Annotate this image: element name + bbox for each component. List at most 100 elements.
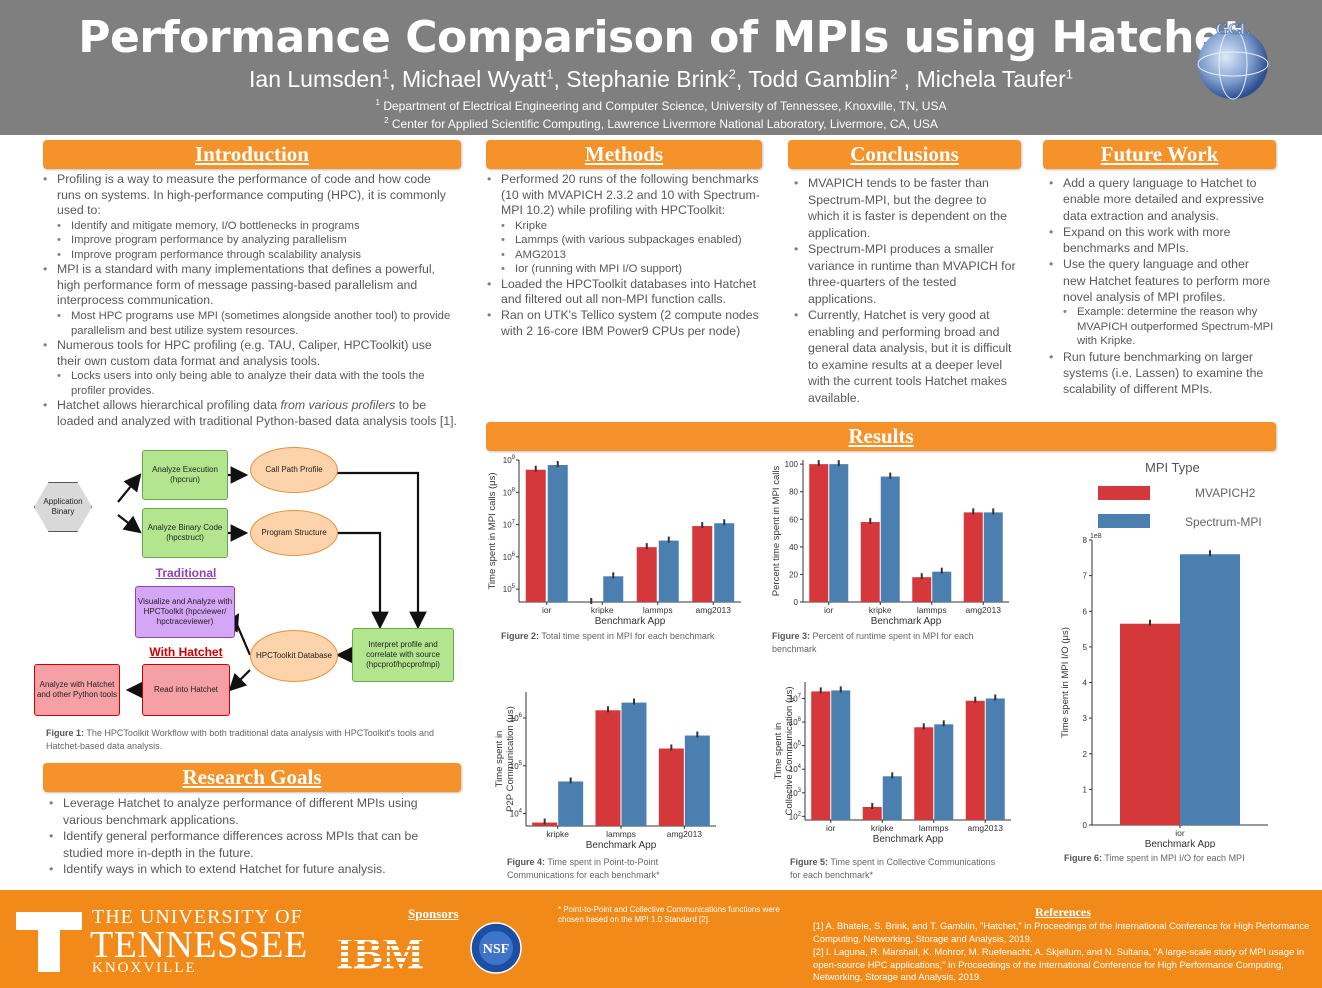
x-axis-label: Benchmark App bbox=[595, 616, 666, 627]
x-tick-label: lammps bbox=[917, 605, 947, 615]
affiliation-1: 1 Department of Electrical Engineering a… bbox=[0, 98, 1322, 113]
y-tick-label: 1 bbox=[1083, 785, 1088, 794]
list-item: Most HPC programs use MPI (sometimes alo… bbox=[43, 309, 458, 338]
x-tick-label: lammps bbox=[643, 605, 673, 615]
figure-6-caption: Figure 6: Time spent in MPI I/O for each… bbox=[1064, 852, 1264, 865]
y-axis-label: Percent time spent in MPI calls bbox=[771, 466, 782, 597]
section-heading-future-work: Future Work bbox=[1043, 140, 1276, 169]
bar bbox=[932, 572, 951, 602]
x-tick-label: kripke bbox=[871, 823, 894, 833]
section-heading-research-goals: Research Goals bbox=[43, 763, 461, 792]
traditional-label: Traditional bbox=[140, 566, 232, 580]
list-item: Identify ways in which to extend Hatchet… bbox=[49, 861, 444, 878]
sponsors-heading: Sponsors bbox=[408, 906, 459, 922]
x-tick-label: amg2013 bbox=[696, 605, 732, 615]
bar bbox=[964, 512, 983, 602]
x-axis-label: Benchmark App bbox=[1145, 839, 1216, 848]
x-tick-label: kripke bbox=[869, 605, 892, 615]
x-tick-label: amg2013 bbox=[968, 823, 1004, 833]
bar bbox=[1120, 624, 1180, 825]
list-item: Performed 20 runs of the following bench… bbox=[487, 172, 762, 219]
list-item: Expand on this work with more benchmarks… bbox=[1049, 224, 1274, 257]
bar bbox=[603, 576, 623, 602]
list-item: Run future benchmarking on larger system… bbox=[1049, 349, 1274, 398]
list-item: Lammps (with various subpackages enabled… bbox=[487, 233, 762, 248]
analyze-with-hatchet-node: Analyze with Hatchet and other Python to… bbox=[34, 664, 120, 716]
figure-2-chart: 105 106 107 108 109 ior kripke lammps amg2013 Ben… bbox=[483, 452, 743, 628]
list-item: Kripke bbox=[487, 219, 762, 234]
bar bbox=[809, 464, 828, 602]
list-item: Improve program performance through scal… bbox=[43, 248, 458, 263]
references-heading: References bbox=[1000, 905, 1126, 920]
ut-wordmark-line3: KNOXVILLE bbox=[92, 960, 197, 977]
bar bbox=[659, 541, 679, 602]
y-axis-label: Collective Communication (μs) bbox=[784, 686, 795, 815]
list-item: Use the query language and other new Hat… bbox=[1049, 256, 1274, 305]
y-tick-label: 20 bbox=[789, 570, 798, 579]
y-tick-label: 0 bbox=[1083, 821, 1088, 830]
y-axis-label: Time spent in bbox=[494, 731, 505, 788]
y-multiplier: 1e8 bbox=[1090, 533, 1102, 540]
ibm-logo: IBM bbox=[330, 930, 430, 972]
figure-5-caption: Figure 5: Time spent in Collective Commu… bbox=[790, 856, 1000, 881]
y-tick-label: 107 bbox=[503, 520, 516, 530]
bar bbox=[829, 464, 848, 602]
program-structure-node: Program Structure bbox=[250, 510, 338, 556]
call-path-profile-node: Call Path Profile bbox=[250, 447, 338, 493]
gcl-globe-logo: GCL bbox=[1195, 14, 1271, 104]
bar bbox=[831, 690, 850, 820]
bar bbox=[934, 724, 953, 820]
bar bbox=[883, 776, 902, 820]
figure-4-caption: Figure 4: Time spent in Point-to-Point C… bbox=[507, 856, 717, 881]
x-tick-label: lammps bbox=[919, 823, 949, 833]
x-tick-label: ior bbox=[542, 605, 552, 615]
figure-3-caption: Figure 3: Percent of runtime spent in MP… bbox=[772, 630, 1002, 655]
poster-title: Performance Comparison of MPIs using Hat… bbox=[0, 12, 1322, 63]
list-item: MVAPICH tends to be faster than Spectrum… bbox=[794, 175, 1019, 241]
poster-header: Performance Comparison of MPIs using Hat… bbox=[0, 0, 1322, 135]
y-axis-label: Time spent in MPI I/O (μs) bbox=[1060, 627, 1071, 738]
legend-swatch-spectrum bbox=[1098, 514, 1150, 528]
y-tick-label: 7 bbox=[1083, 572, 1088, 581]
x-axis-label: Benchmark App bbox=[586, 840, 657, 850]
bar bbox=[637, 547, 657, 602]
x-tick-label: amg2013 bbox=[966, 605, 1002, 615]
bar bbox=[861, 522, 880, 602]
research-goals-list: Leverage Hatchet to analyze performance … bbox=[49, 795, 444, 878]
bar bbox=[912, 577, 931, 602]
methods-list: Performed 20 runs of the following bench… bbox=[487, 172, 762, 339]
x-tick-label: kripke bbox=[591, 605, 614, 615]
author-list: Ian Lumsden1, Michael Wyatt1, Stephanie … bbox=[0, 66, 1322, 93]
bar bbox=[548, 465, 568, 602]
ut-t-logo: T bbox=[16, 912, 82, 972]
bar bbox=[914, 727, 933, 820]
y-tick-label: 109 bbox=[503, 455, 516, 465]
figure-3-chart: 020406080100ior kripke lammps amg2013Benchm… bbox=[763, 452, 1013, 628]
y-axis-label: Time spent in MPI calls (μs) bbox=[487, 472, 498, 589]
y-tick-label: 40 bbox=[789, 543, 798, 552]
bar bbox=[659, 749, 684, 826]
list-item: Ior (running with MPI I/O support) bbox=[487, 262, 762, 277]
y-tick-label: 105 bbox=[503, 584, 516, 594]
bar bbox=[811, 691, 830, 820]
footnote: * Point-to-Point and Collective Communic… bbox=[558, 905, 803, 925]
bar bbox=[881, 477, 900, 602]
y-tick-label: 100 bbox=[785, 460, 799, 469]
x-tick-label: ior bbox=[826, 823, 836, 833]
poster-footer: T THE UNIVERSITY OF TENNESSEE KNOXVILLE … bbox=[0, 890, 1322, 988]
bar bbox=[685, 736, 710, 826]
bar bbox=[966, 701, 985, 820]
list-item: Locks users into only being able to anal… bbox=[43, 369, 458, 398]
figure-2-caption: Figure 2: Total time spent in MPI for ea… bbox=[501, 630, 721, 643]
bar bbox=[984, 512, 1003, 602]
bar bbox=[558, 781, 583, 826]
hpctoolkit-database-node: HPCToolkit Database bbox=[250, 630, 338, 682]
legend-label-mvapich: MVAPICH2 bbox=[1195, 486, 1255, 500]
y-tick-label: 60 bbox=[789, 515, 798, 524]
y-tick-label: 8 bbox=[1083, 536, 1088, 545]
bar bbox=[1180, 554, 1240, 825]
legend-swatch-mvapich bbox=[1098, 486, 1150, 500]
svg-text:NSF: NSF bbox=[483, 942, 509, 957]
figure-4-chart: 104 105 106 kripke lammps amg2013 Benchmark Ap… bbox=[490, 680, 720, 850]
